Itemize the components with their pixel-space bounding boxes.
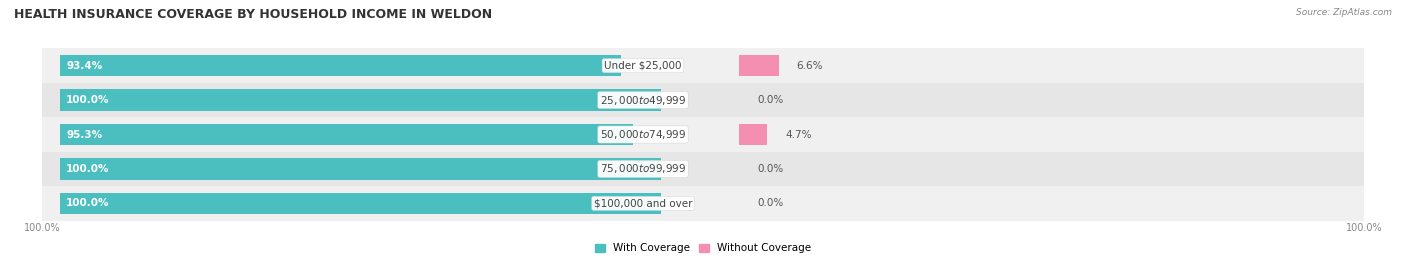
Bar — [740, 124, 768, 145]
Text: 95.3%: 95.3% — [66, 129, 103, 140]
Bar — [42, 83, 1364, 117]
Text: 100.0%: 100.0% — [66, 164, 110, 174]
Text: HEALTH INSURANCE COVERAGE BY HOUSEHOLD INCOME IN WELDON: HEALTH INSURANCE COVERAGE BY HOUSEHOLD I… — [14, 8, 492, 21]
Text: 100.0%: 100.0% — [66, 95, 110, 105]
Text: $50,000 to $74,999: $50,000 to $74,999 — [600, 128, 686, 141]
Bar — [60, 55, 621, 76]
Legend: With Coverage, Without Coverage: With Coverage, Without Coverage — [595, 243, 811, 253]
Text: 0.0%: 0.0% — [756, 95, 783, 105]
Text: 93.4%: 93.4% — [66, 61, 103, 71]
Bar — [60, 89, 661, 111]
Text: Under $25,000: Under $25,000 — [605, 61, 682, 71]
Text: Source: ZipAtlas.com: Source: ZipAtlas.com — [1296, 8, 1392, 17]
Bar — [42, 186, 1364, 221]
Text: 0.0%: 0.0% — [756, 164, 783, 174]
Bar — [60, 193, 661, 214]
Text: $25,000 to $49,999: $25,000 to $49,999 — [600, 94, 686, 107]
Text: 6.6%: 6.6% — [797, 61, 824, 71]
Bar — [42, 152, 1364, 186]
Bar — [60, 158, 661, 180]
Text: 100.0%: 100.0% — [66, 198, 110, 208]
Text: 0.0%: 0.0% — [756, 198, 783, 208]
Text: $75,000 to $99,999: $75,000 to $99,999 — [600, 162, 686, 175]
Bar — [42, 48, 1364, 83]
Bar — [740, 55, 779, 76]
Bar — [60, 124, 633, 145]
Bar — [42, 117, 1364, 152]
Text: $100,000 and over: $100,000 and over — [593, 198, 692, 208]
Text: 4.7%: 4.7% — [786, 129, 811, 140]
